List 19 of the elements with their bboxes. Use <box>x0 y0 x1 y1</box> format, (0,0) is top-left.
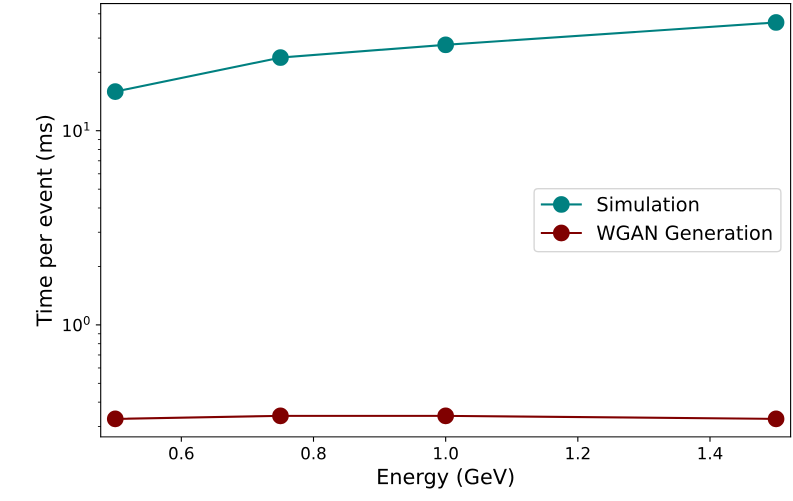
point <box>437 408 454 424</box>
point <box>437 36 454 54</box>
x-tick-label: 1.2 <box>566 446 590 460</box>
x-tick-label: 0.6 <box>169 446 194 460</box>
point <box>272 408 289 424</box>
point <box>768 14 784 31</box>
x-tick-label: 1.0 <box>434 446 458 460</box>
point <box>272 49 289 66</box>
point <box>768 410 784 428</box>
y-axis-title: Time per event (ms) <box>36 116 56 326</box>
point <box>106 83 124 100</box>
y-tick-label: 10$^{0}$ <box>63 316 90 332</box>
x-axis-title: Energy (GeV) <box>378 468 514 488</box>
point <box>106 410 124 428</box>
legend-label: Simulation <box>598 196 698 212</box>
legend-label: WGAN Generation <box>596 225 772 240</box>
y-tick-label: 10$^{1}$ <box>63 122 90 138</box>
x-tick-label: 1.4 <box>698 447 722 460</box>
x-tick-label: 0.8 <box>301 446 326 460</box>
